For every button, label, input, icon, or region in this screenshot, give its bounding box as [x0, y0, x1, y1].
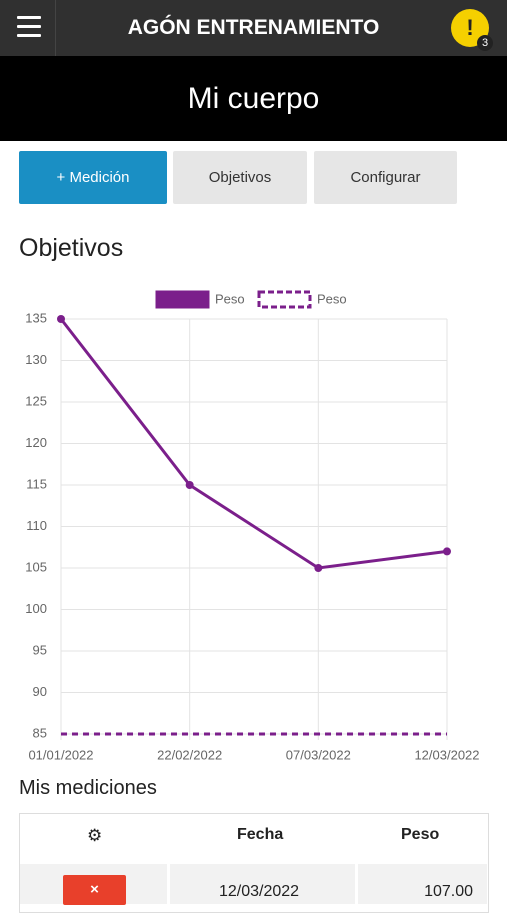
x-tick-label: 12/03/2022: [414, 747, 479, 762]
section-title: Objetivos: [19, 234, 124, 262]
y-tick-label: 135: [25, 310, 47, 325]
point: [57, 315, 65, 323]
column-header: ⚙: [87, 826, 103, 845]
divider: [55, 0, 56, 56]
y-tick-label: 100: [25, 601, 47, 616]
app-title: AGÓN ENTRENAMIENTO: [127, 16, 380, 39]
y-tick-label: 105: [25, 559, 47, 574]
menu-button[interactable]: [17, 16, 41, 38]
x-tick-label: 22/02/2022: [157, 747, 222, 762]
y-tick-label: 90: [33, 684, 47, 699]
point: [443, 547, 451, 556]
y-tick-label: 125: [25, 393, 47, 408]
section-title: Mis mediciones: [19, 777, 157, 799]
y-tick-label: 85: [33, 725, 47, 740]
x-tick-label: 07/03/2022: [286, 747, 351, 762]
chart: 85 90 95 100 105 110 115 120 125 130 135 01/01/2022…: [25, 290, 480, 762]
point: [314, 564, 323, 572]
y-tick-label: 130: [25, 352, 47, 367]
table-cell-text: 12/03/2022: [219, 883, 300, 900]
tab[interactable]: Objetivos: [173, 151, 307, 204]
page-title: Mi cuerpo: [0, 56, 507, 141]
line: [59, 318, 448, 570]
legend-swatch: [155, 290, 210, 309]
y-tick-label: 120: [25, 435, 47, 450]
table-cell: [358, 864, 487, 904]
y-tick-label: 115: [26, 476, 47, 491]
table-cell-text: 107.00: [424, 883, 473, 900]
x-tick-label: 01/01/2022: [28, 747, 93, 762]
delete-button[interactable]: ×: [63, 875, 126, 905]
tab[interactable]: + Medición: [19, 151, 167, 204]
legend-label: Peso: [317, 291, 347, 306]
point: [185, 481, 194, 489]
legend-swatch: [257, 290, 312, 309]
table-cell: [170, 864, 355, 904]
top-bar: [0, 0, 507, 56]
alert-count: 3: [477, 35, 493, 51]
tab[interactable]: Configurar: [314, 151, 457, 204]
legend-label: Peso: [215, 291, 245, 306]
column-header: Fecha: [237, 826, 284, 843]
column-header: Peso: [401, 826, 440, 843]
y-tick-label: 110: [26, 518, 47, 533]
y-tick-label: 95: [33, 642, 47, 657]
